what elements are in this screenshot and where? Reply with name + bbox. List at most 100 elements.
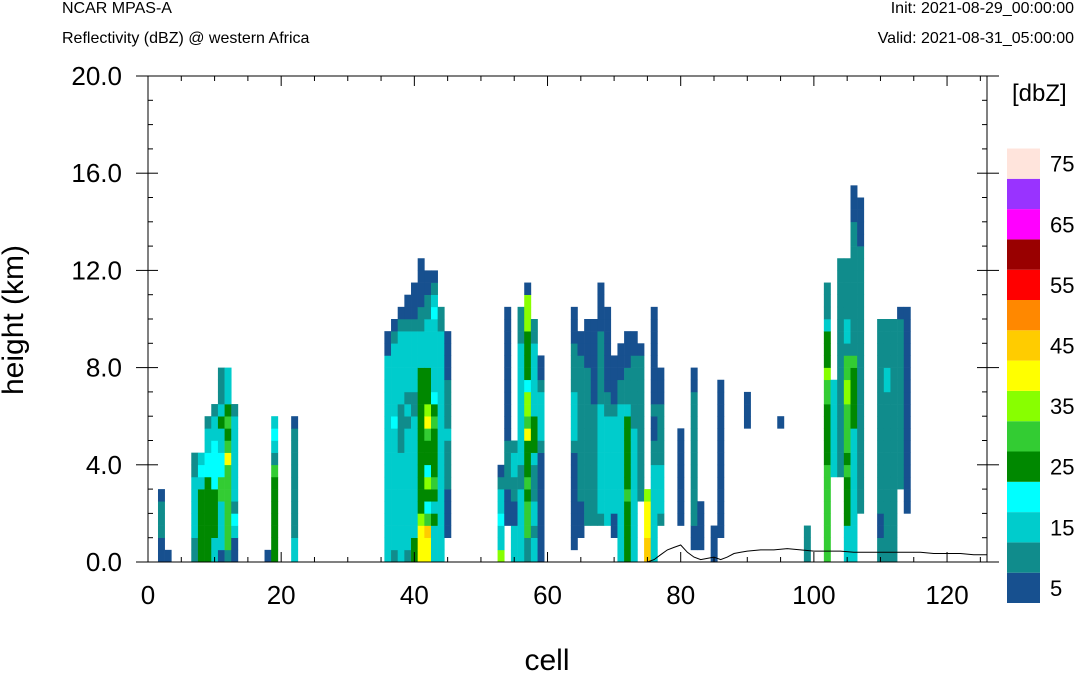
- reflectivity-cell: [224, 404, 232, 417]
- reflectivity-cell: [883, 416, 891, 429]
- reflectivity-cell: [397, 464, 405, 478]
- reflectivity-cell: [850, 513, 858, 526]
- reflectivity-cell: [650, 501, 658, 514]
- reflectivity-cell: [384, 379, 392, 393]
- reflectivity-cell: [417, 331, 425, 344]
- reflectivity-cell: [224, 464, 232, 478]
- reflectivity-cell: [843, 416, 851, 429]
- reflectivity-cell: [424, 294, 432, 308]
- reflectivity-cell: [877, 549, 885, 563]
- reflectivity-cell: [404, 513, 412, 526]
- reflectivity-cell: [877, 489, 885, 502]
- reflectivity-cell: [843, 355, 851, 368]
- reflectivity-cell: [850, 355, 858, 368]
- reflectivity-cell: [391, 391, 398, 405]
- reflectivity-cell: [224, 379, 232, 393]
- reflectivity-cell: [504, 379, 512, 393]
- reflectivity-cell: [850, 549, 858, 563]
- reflectivity-cell: [570, 440, 578, 453]
- reflectivity-cell: [843, 404, 851, 417]
- reflectivity-cell: [584, 331, 592, 344]
- reflectivity-cell: [384, 416, 392, 429]
- colorbar-label: 35: [1050, 394, 1074, 419]
- reflectivity-cell: [657, 440, 665, 453]
- reflectivity-cell: [597, 379, 605, 393]
- reflectivity-cell: [444, 391, 452, 405]
- x-tick-label: 120: [925, 580, 968, 610]
- reflectivity-cell: [877, 343, 885, 356]
- reflectivity-cell: [530, 513, 538, 526]
- reflectivity-cell: [624, 428, 632, 441]
- colorbar-segment: [1007, 572, 1040, 603]
- reflectivity-cell: [850, 233, 858, 247]
- reflectivity-cell: [231, 452, 239, 466]
- reflectivity-cell: [584, 391, 592, 405]
- reflectivity-cell: [604, 404, 612, 417]
- reflectivity-cell: [604, 464, 612, 478]
- reflectivity-cell: [837, 331, 845, 344]
- reflectivity-cell: [857, 209, 865, 223]
- reflectivity-cell: [597, 452, 605, 466]
- reflectivity-cell: [903, 331, 911, 344]
- reflectivity-cell: [690, 452, 698, 466]
- reflectivity-cell: [291, 525, 299, 538]
- reflectivity-cell: [224, 501, 232, 514]
- reflectivity-cell: [590, 464, 598, 478]
- reflectivity-cell: [823, 440, 831, 453]
- reflectivity-cell: [644, 525, 652, 538]
- reflectivity-cell: [650, 319, 658, 332]
- reflectivity-cell: [857, 246, 865, 259]
- reflectivity-cell: [517, 379, 525, 393]
- reflectivity-cell: [524, 428, 532, 441]
- reflectivity-cell: [897, 331, 905, 344]
- reflectivity-cell: [517, 428, 525, 441]
- reflectivity-cell: [850, 452, 858, 466]
- reflectivity-cell: [204, 428, 212, 441]
- reflectivity-cell: [404, 537, 412, 551]
- reflectivity-cell: [837, 343, 845, 356]
- reflectivity-cell: [837, 416, 845, 429]
- reflectivity-cell: [850, 185, 858, 198]
- reflectivity-cell: [417, 440, 425, 453]
- reflectivity-cell: [690, 428, 698, 441]
- reflectivity-cell: [890, 452, 898, 466]
- reflectivity-cell: [570, 537, 578, 551]
- reflectivity-cell: [843, 306, 851, 320]
- reflectivity-cell: [424, 270, 432, 283]
- reflectivity-cell: [204, 476, 212, 490]
- reflectivity-cell: [657, 391, 665, 405]
- reflectivity-cell: [411, 319, 418, 332]
- reflectivity-cell: [830, 452, 838, 466]
- reflectivity-cell: [411, 343, 418, 356]
- reflectivity-cell: [610, 464, 618, 478]
- reflectivity-cell: [823, 404, 831, 417]
- reflectivity-cell: [843, 513, 851, 526]
- reflectivity-cell: [644, 501, 652, 514]
- reflectivity-cell: [624, 355, 632, 368]
- reflectivity-cell: [391, 489, 398, 502]
- reflectivity-cell: [191, 513, 199, 526]
- reflectivity-cell: [517, 501, 525, 514]
- reflectivity-cell: [604, 331, 612, 344]
- reflectivity-cell: [877, 379, 885, 393]
- reflectivity-cell: [610, 476, 618, 490]
- reflectivity-cell: [404, 331, 412, 344]
- reflectivity-cell: [411, 476, 418, 490]
- reflectivity-cell: [624, 513, 632, 526]
- reflectivity-cell: [417, 489, 425, 502]
- reflectivity-cell: [570, 404, 578, 417]
- reflectivity-cell: [271, 476, 279, 490]
- reflectivity-cell: [630, 355, 638, 368]
- reflectivity-cell: [604, 379, 612, 393]
- reflectivity-cell: [224, 440, 232, 453]
- reflectivity-cell: [204, 525, 212, 538]
- reflectivity-cell: [211, 428, 219, 441]
- reflectivity-cell: [857, 331, 865, 344]
- reflectivity-cell: [517, 416, 525, 429]
- reflectivity-cell: [391, 319, 398, 332]
- reflectivity-cell: [624, 549, 632, 563]
- reflectivity-cell: [504, 513, 512, 526]
- reflectivity-cell: [437, 513, 445, 526]
- reflectivity-cell: [404, 306, 412, 320]
- reflectivity-cell: [191, 464, 199, 478]
